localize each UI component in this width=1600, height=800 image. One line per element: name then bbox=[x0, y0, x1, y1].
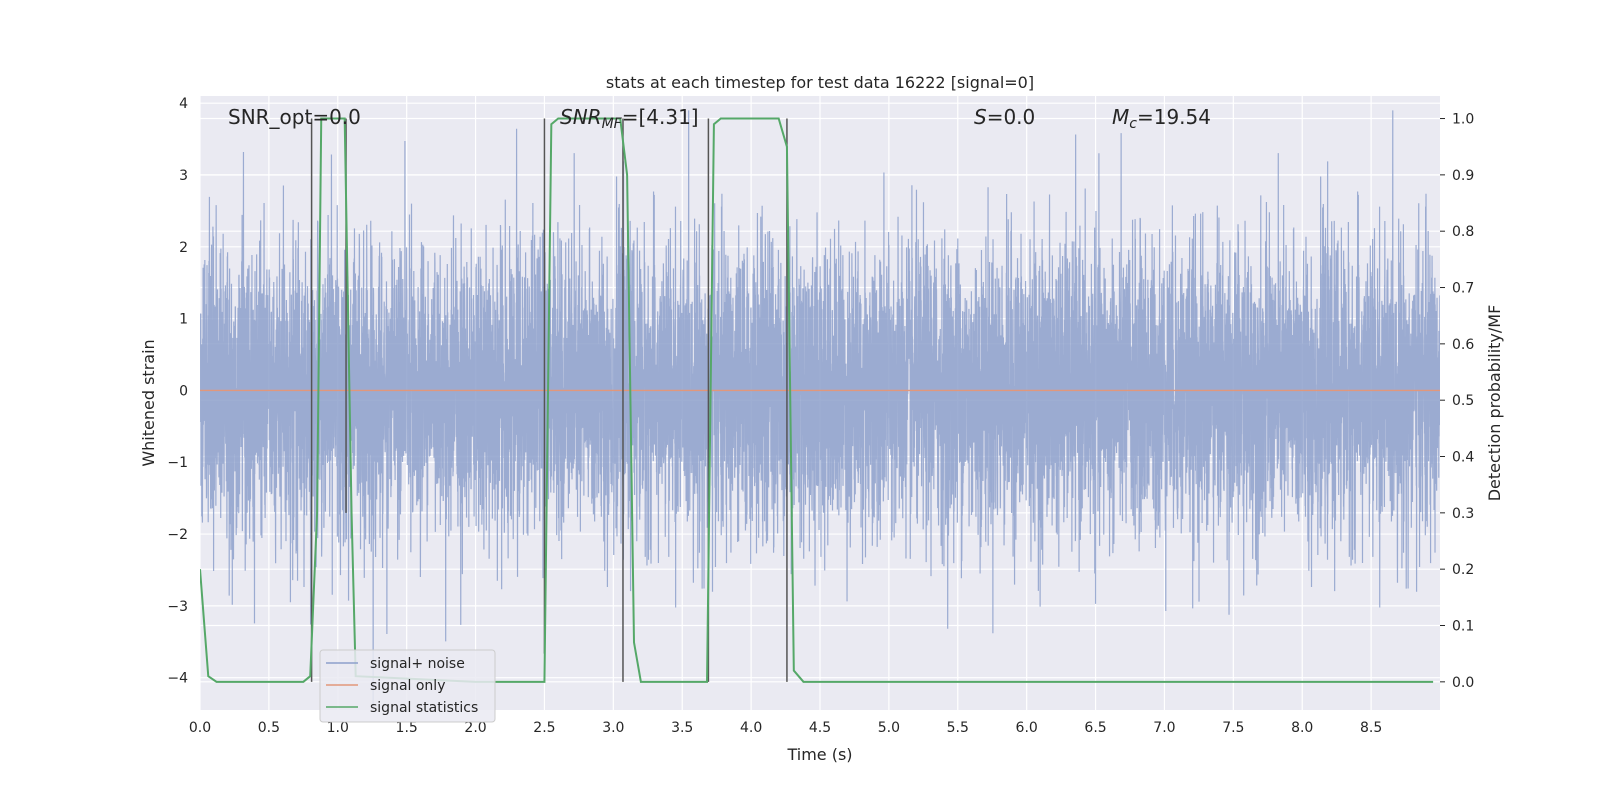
y2-tick-label: 0.4 bbox=[1452, 450, 1474, 466]
annotation-snr-mf-sub: MF bbox=[602, 116, 623, 132]
y-tick-label: 2 bbox=[179, 240, 188, 256]
series-signal-noise-line bbox=[200, 110, 1440, 707]
y-tick-label: 0 bbox=[179, 383, 188, 399]
y2-axis-label: Detection probability/MF bbox=[1485, 305, 1504, 502]
x-tick-label: 4.5 bbox=[809, 720, 831, 736]
y-axis-label: Whitened strain bbox=[139, 339, 158, 466]
legend: signal+ noise signal only signal statist… bbox=[319, 649, 496, 723]
annotation-s-main: S bbox=[974, 105, 987, 129]
annotation-mc-sub: c bbox=[1129, 116, 1137, 132]
x-tick-label: 1.0 bbox=[327, 720, 349, 736]
y2-axis-ticks: 0.0 0.1 0.2 0.3 0.4 0.5 0.6 0.7 0.8 0.9 1.0 bbox=[1440, 112, 1474, 691]
x-tick-label: 5.5 bbox=[947, 720, 969, 736]
y2-tick-label: 0.7 bbox=[1452, 281, 1474, 297]
x-tick-label: 3.5 bbox=[671, 720, 693, 736]
chart-title: stats at each timestep for test data 162… bbox=[606, 73, 1034, 92]
legend-label-signal-noise: signal+ noise bbox=[370, 656, 465, 672]
x-tick-label: 8.0 bbox=[1291, 720, 1313, 736]
x-axis-label: Time (s) bbox=[786, 745, 852, 764]
y-tick-label: −3 bbox=[167, 599, 188, 615]
series-signal-statistics-line bbox=[200, 117, 1434, 683]
annotation-mc: Mc=19.54 bbox=[1112, 105, 1211, 132]
annotation-snr-mf-value: =[4.31] bbox=[622, 105, 699, 129]
y2-tick-label: 0.1 bbox=[1452, 619, 1474, 635]
legend-box bbox=[319, 649, 496, 723]
annotation-snr-mf-main: SNR bbox=[560, 105, 602, 129]
annotation-mc-value: =19.54 bbox=[1137, 105, 1211, 129]
x-tick-label: 6.0 bbox=[1016, 720, 1038, 736]
y2-tick-label: 1.0 bbox=[1452, 112, 1474, 128]
x-tick-label: 6.5 bbox=[1084, 720, 1106, 736]
annotation-snr-opt: SNR_opt=0.0 bbox=[228, 105, 361, 129]
annotation-snr-mf: SNRMF=[4.31] bbox=[560, 105, 699, 132]
y2-tick-label: 0.0 bbox=[1452, 675, 1474, 691]
x-tick-label: 0.5 bbox=[258, 720, 280, 736]
y2-tick-label: 0.5 bbox=[1452, 393, 1474, 409]
x-tick-label: 3.0 bbox=[602, 720, 624, 736]
x-axis-ticks: 0.0 0.5 1.0 1.5 2.0 2.5 3.0 3.5 4.0 4.5 5.0 5.5 6.0 6… bbox=[189, 720, 1382, 736]
y-tick-label: 1 bbox=[179, 312, 188, 328]
x-tick-label: 8.5 bbox=[1360, 720, 1382, 736]
x-tick-label: 5.0 bbox=[878, 720, 900, 736]
y2-tick-label: 0.8 bbox=[1452, 224, 1474, 240]
x-tick-label: 2.5 bbox=[533, 720, 555, 736]
y2-tick-label: 0.6 bbox=[1452, 337, 1474, 353]
legend-label-signal-statistics: signal statistics bbox=[370, 700, 478, 716]
y2-tick-label: 0.9 bbox=[1452, 168, 1474, 184]
annotation-s-value: =0.0 bbox=[987, 105, 1036, 129]
x-tick-label: 4.0 bbox=[740, 720, 762, 736]
x-tick-label: 7.5 bbox=[1222, 720, 1244, 736]
y2-tick-label: 0.2 bbox=[1452, 562, 1474, 578]
x-tick-label: 1.5 bbox=[396, 720, 418, 736]
annotation-mc-main: M bbox=[1112, 105, 1129, 129]
legend-label-signal-only: signal only bbox=[370, 678, 445, 694]
y-tick-label: 3 bbox=[179, 168, 188, 184]
y2-tick-label: 0.3 bbox=[1452, 506, 1474, 522]
y-tick-label: −4 bbox=[167, 671, 188, 687]
y-tick-label: −2 bbox=[167, 527, 188, 543]
x-tick-label: 7.0 bbox=[1153, 720, 1175, 736]
y-tick-label: −1 bbox=[167, 455, 188, 471]
annotation-s: S=0.0 bbox=[974, 105, 1035, 129]
y-axis-ticks: −4 −3 −2 −1 0 1 2 3 4 bbox=[167, 96, 188, 687]
x-tick-label: 2.0 bbox=[464, 720, 486, 736]
detection-markers bbox=[310, 118, 788, 682]
y-tick-label: 4 bbox=[179, 96, 188, 112]
x-tick-label: 0.0 bbox=[189, 720, 211, 736]
